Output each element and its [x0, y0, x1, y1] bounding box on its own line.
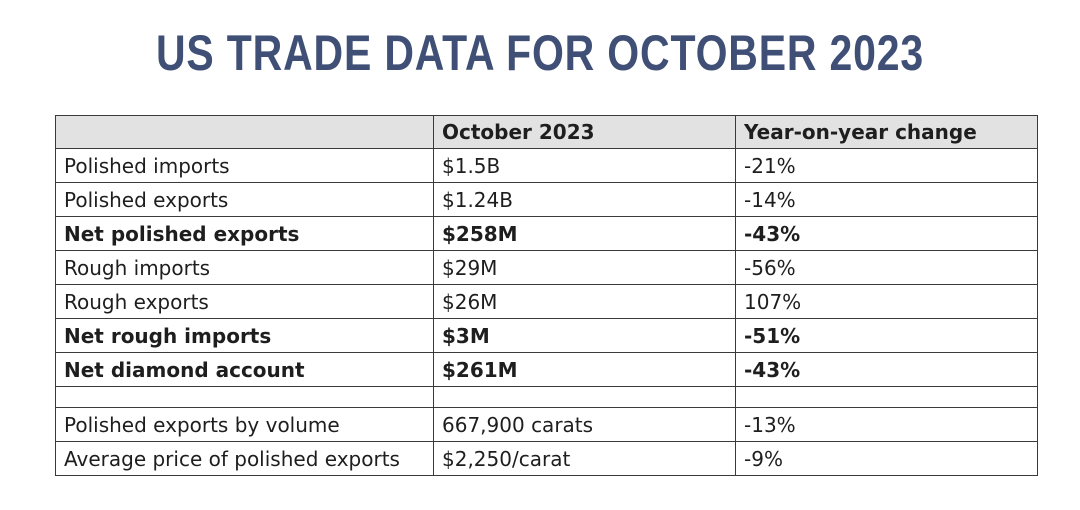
row-value: $258M	[433, 216, 736, 251]
row-change: -51%	[735, 318, 1038, 353]
row-label: Net polished exports	[55, 216, 434, 251]
table-row-blank	[55, 386, 1038, 408]
row-label	[55, 386, 434, 408]
row-value: $1.5B	[433, 148, 736, 183]
row-label: Net rough imports	[55, 318, 434, 353]
row-value: $261M	[433, 352, 736, 387]
row-value: $26M	[433, 284, 736, 319]
table-row: Polished exports by volume 667,900 carat…	[55, 407, 1038, 442]
row-label: Polished exports	[55, 182, 434, 217]
row-value: 667,900 carats	[433, 407, 736, 442]
row-value: $2,250/carat	[433, 441, 736, 476]
row-value	[433, 386, 736, 408]
table-row: Rough exports $26M 107%	[55, 284, 1038, 319]
table-row: Net rough imports $3M -51%	[55, 318, 1038, 353]
row-change: -56%	[735, 250, 1038, 285]
row-label: Rough imports	[55, 250, 434, 285]
row-change: -21%	[735, 148, 1038, 183]
row-change: -13%	[735, 407, 1038, 442]
column-header-label	[55, 115, 434, 149]
table-row: Polished exports $1.24B -14%	[55, 182, 1038, 217]
row-value: $3M	[433, 318, 736, 353]
row-label: Polished exports by volume	[55, 407, 434, 442]
row-value: $29M	[433, 250, 736, 285]
row-value: $1.24B	[433, 182, 736, 217]
row-label: Average price of polished exports	[55, 441, 434, 476]
table-row: Rough imports $29M -56%	[55, 250, 1038, 285]
column-header-yoy-change: Year-on-year change	[735, 115, 1038, 149]
row-change: -43%	[735, 216, 1038, 251]
table-row: Net polished exports $258M -43%	[55, 216, 1038, 251]
table-row: Average price of polished exports $2,250…	[55, 441, 1038, 476]
row-label: Net diamond account	[55, 352, 434, 387]
row-change	[735, 386, 1038, 408]
table-row: Polished imports $1.5B -21%	[55, 148, 1038, 183]
row-change: -14%	[735, 182, 1038, 217]
column-header-october-2023: October 2023	[433, 115, 736, 149]
trade-data-table: October 2023 Year-on-year change Polishe…	[55, 115, 1038, 476]
row-change: -43%	[735, 352, 1038, 387]
row-label: Polished imports	[55, 148, 434, 183]
page-title: US TRADE DATA FOR OCTOBER 2023	[155, 25, 925, 81]
row-label: Rough exports	[55, 284, 434, 319]
row-change: 107%	[735, 284, 1038, 319]
table-row: Net diamond account $261M -43%	[55, 352, 1038, 387]
row-change: -9%	[735, 441, 1038, 476]
table-header-row: October 2023 Year-on-year change	[55, 115, 1038, 149]
